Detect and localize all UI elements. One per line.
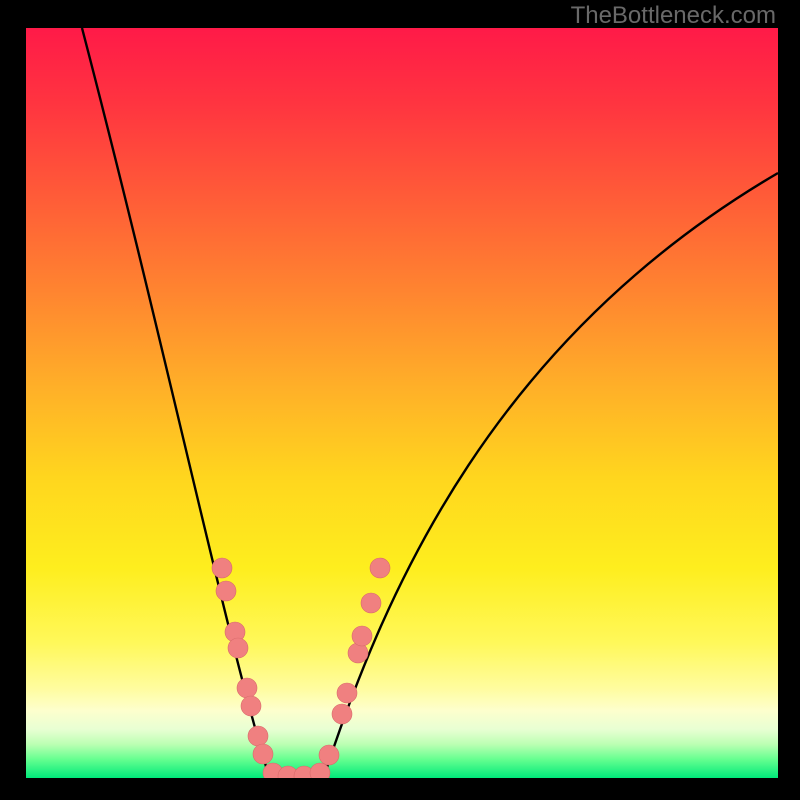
gradient-background [26,28,778,778]
data-marker [253,744,273,764]
data-marker [241,696,261,716]
data-marker [237,678,257,698]
data-marker [212,558,232,578]
data-marker [332,704,352,724]
data-marker [319,745,339,765]
data-marker [248,726,268,746]
watermark-text: TheBottleneck.com [571,2,776,30]
data-marker [337,683,357,703]
data-marker [370,558,390,578]
data-marker [348,643,368,663]
plot-area [26,28,778,778]
data-marker [352,626,372,646]
chart-svg [26,28,778,778]
data-marker [361,593,381,613]
data-marker [228,638,248,658]
data-marker [216,581,236,601]
